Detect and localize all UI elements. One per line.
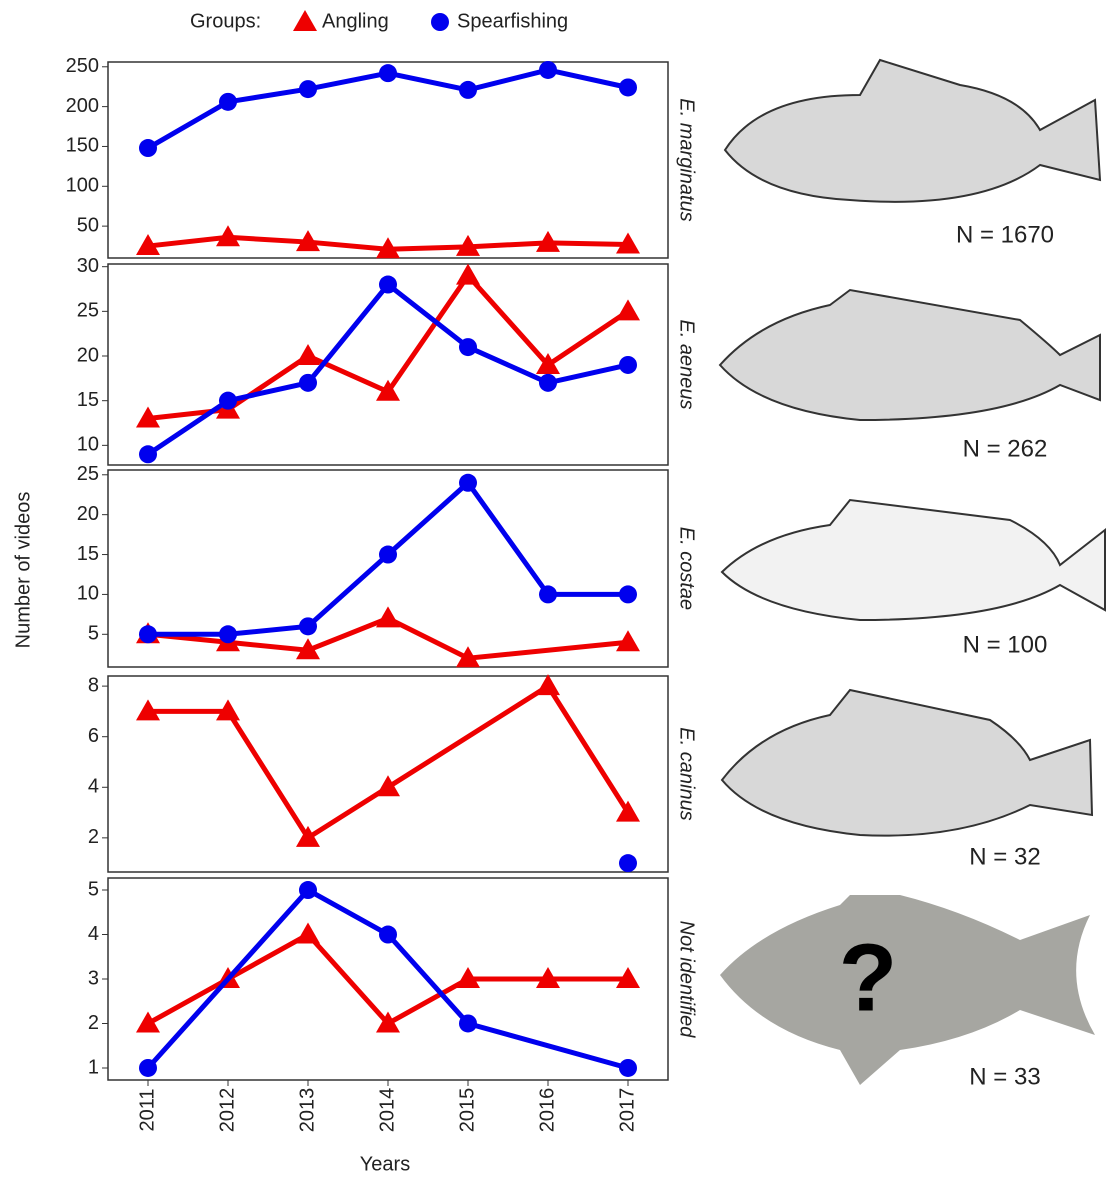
y-tick-label: 20 — [77, 344, 99, 366]
circle-marker — [139, 445, 157, 463]
circle-marker — [539, 374, 557, 392]
x-tick-label: 2013 — [296, 1088, 318, 1133]
circle-marker — [459, 1014, 477, 1032]
fish-4 — [722, 690, 1092, 836]
y-tick-label: 200 — [66, 95, 99, 117]
circle-marker — [299, 374, 317, 392]
y-tick-label: 4 — [88, 923, 99, 945]
circle-marker — [299, 80, 317, 98]
x-tick-label: 2014 — [376, 1088, 398, 1133]
triangle-marker — [376, 606, 400, 627]
y-tick-label: 100 — [66, 175, 99, 197]
y-tick-label: 6 — [88, 725, 99, 747]
fish-illustrations — [720, 60, 1105, 1085]
x-tick-label: 2012 — [216, 1088, 238, 1133]
y-tick-label: 2 — [88, 1012, 99, 1034]
y-tick-label: 50 — [77, 214, 99, 236]
circle-marker — [219, 625, 237, 643]
circle-marker — [379, 276, 397, 294]
y-axis-title: Number of videos — [12, 492, 34, 649]
fish-3 — [722, 500, 1105, 620]
circle-marker — [379, 926, 397, 944]
x-axis-title: Years — [360, 1153, 410, 1175]
fish-2 — [720, 290, 1100, 420]
series-line — [148, 935, 628, 1024]
x-tick-label: 2016 — [536, 1088, 558, 1133]
circle-marker — [219, 392, 237, 410]
circle-marker — [459, 338, 477, 356]
triangle-marker — [536, 674, 560, 695]
y-tick-label: 8 — [88, 674, 99, 696]
triangle-marker — [136, 1011, 160, 1032]
y-tick-label: 250 — [66, 55, 99, 77]
y-tick-label: 30 — [77, 255, 99, 277]
circle-marker — [619, 356, 637, 374]
circle-marker — [139, 1059, 157, 1077]
y-tick-label: 5 — [88, 878, 99, 900]
sample-size: N = 32 — [969, 843, 1040, 870]
y-tick-label: 25 — [77, 300, 99, 322]
sample-size: N = 1670 — [956, 221, 1054, 248]
legend-label: Spearfishing — [457, 10, 568, 32]
circle-marker — [539, 61, 557, 79]
circle-marker — [459, 81, 477, 99]
triangle-marker — [296, 344, 320, 365]
y-tick-label: 15 — [77, 389, 99, 411]
unknown-mark: ? — [839, 924, 898, 1031]
sample-size: N = 262 — [963, 435, 1048, 462]
x-tick-label: 2017 — [616, 1088, 638, 1133]
panel-frame — [108, 62, 668, 258]
panel-label: Not identified — [676, 921, 698, 1039]
sample-size: N = 100 — [963, 631, 1048, 658]
y-tick-label: 10 — [77, 434, 99, 456]
triangle-marker — [616, 299, 640, 320]
triangle-marker — [376, 775, 400, 796]
y-tick-label: 4 — [88, 776, 99, 798]
y-tick-label: 2 — [88, 826, 99, 848]
panel-frame — [108, 676, 668, 872]
panel-label: E. aeneus — [676, 319, 698, 409]
y-tick-label: 5 — [88, 623, 99, 645]
series-line — [148, 686, 628, 838]
panel-frame — [108, 264, 668, 465]
panel-label: E. costae — [676, 527, 698, 610]
panel-label: E. marginatus — [676, 98, 698, 221]
fish-1 — [725, 60, 1100, 202]
triangle-marker — [296, 923, 320, 944]
legend-marker — [431, 13, 449, 31]
sample-size: N = 33 — [969, 1063, 1040, 1090]
triangle-marker — [456, 264, 480, 285]
circle-marker — [619, 854, 637, 872]
y-tick-label: 10 — [77, 583, 99, 605]
circle-marker — [619, 78, 637, 96]
y-tick-label: 20 — [77, 503, 99, 525]
circle-marker — [299, 617, 317, 635]
y-tick-label: 150 — [66, 135, 99, 157]
y-tick-label: 25 — [77, 463, 99, 485]
circle-marker — [299, 881, 317, 899]
circle-marker — [459, 474, 477, 492]
chart: 50100150200250E. marginatusN = 167010152… — [0, 0, 1110, 1180]
fish-unknown — [720, 895, 1095, 1085]
legend-title: Groups: — [190, 10, 261, 32]
circle-marker — [379, 546, 397, 564]
x-tick-label: 2011 — [136, 1088, 158, 1131]
legend-label: Angling — [322, 10, 389, 32]
circle-marker — [619, 585, 637, 603]
y-tick-label: 3 — [88, 967, 99, 989]
circle-marker — [219, 93, 237, 111]
panel-label: E. caninus — [676, 727, 698, 820]
y-tick-label: 1 — [88, 1056, 99, 1078]
y-tick-label: 15 — [77, 543, 99, 565]
x-tick-label: 2015 — [456, 1088, 478, 1133]
circle-marker — [139, 625, 157, 643]
circle-marker — [619, 1059, 637, 1077]
circle-marker — [379, 64, 397, 82]
legend-marker — [293, 10, 317, 31]
circle-marker — [539, 585, 557, 603]
circle-marker — [139, 139, 157, 157]
